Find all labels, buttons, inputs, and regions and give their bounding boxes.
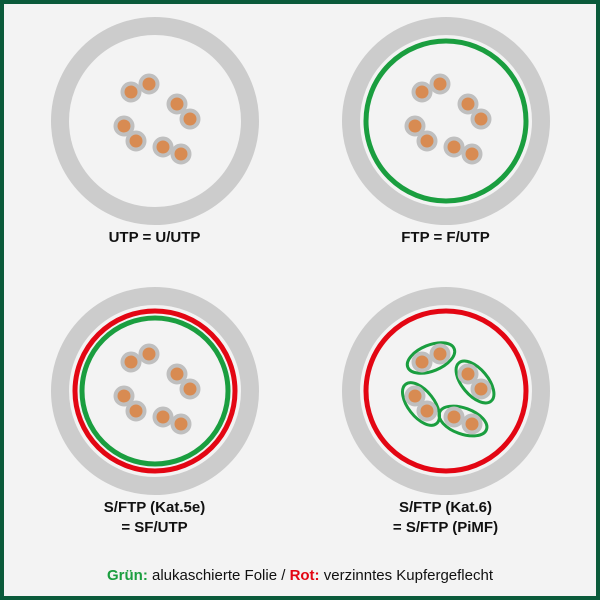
cable-label-utp: UTP = U/UTP <box>109 228 201 248</box>
cable-label-sfutp: S/FTP (Kat.5e)= SF/UTP <box>104 498 205 537</box>
legend-red-text: verzinntes Kupfergeflecht <box>320 567 493 584</box>
cable-cell-ftp: FTP = F/UTP <box>315 16 576 276</box>
legend-sep: / <box>277 567 290 584</box>
cable-label-ftp: FTP = F/UTP <box>401 228 489 248</box>
diagram-frame: UTP = U/UTP FTP = F/UTP S/FTP (Kat.5e)= SF… <box>0 0 600 600</box>
cable-label-sftp: S/FTP (Kat.6)= S/FTP (PiMF) <box>393 498 498 537</box>
legend-green-text: alukaschierte Folie <box>148 567 277 584</box>
cable-cross-section-sftp <box>341 286 551 496</box>
cable-cross-section-utp <box>50 16 260 226</box>
cable-cross-section-ftp <box>341 16 551 226</box>
cable-cell-sftp: S/FTP (Kat.6)= S/FTP (PiMF) <box>315 286 576 546</box>
legend-red-label: Rot: <box>290 567 320 584</box>
legend-green-label: Grün: <box>107 567 148 584</box>
cable-cell-utp: UTP = U/UTP <box>24 16 285 276</box>
cable-cell-sfutp: S/FTP (Kat.5e)= SF/UTP <box>24 286 285 546</box>
diagram-grid: UTP = U/UTP FTP = F/UTP S/FTP (Kat.5e)= SF… <box>24 16 576 546</box>
cable-cross-section-sfutp <box>50 286 260 496</box>
legend: Grün: alukaschierte Folie / Rot: verzinn… <box>4 567 596 584</box>
